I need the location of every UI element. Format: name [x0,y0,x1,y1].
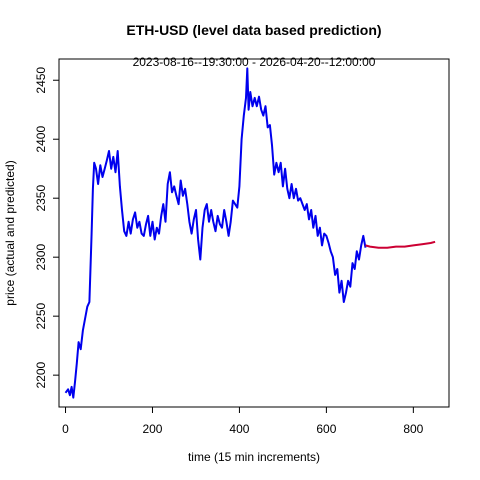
x-tick-label: 0 [62,422,69,436]
plot-frame [58,58,450,408]
y-axis: 2200 2250 2300 2350 2400 2450 [34,67,59,389]
x-tick-label: 600 [316,422,336,436]
x-tick-label: 400 [229,422,249,436]
x-tick-label: 200 [142,422,162,436]
x-tick-label: 800 [403,422,423,436]
y-tick-label: 2250 [34,302,48,329]
y-tick-label: 2350 [34,185,48,212]
series-group [64,67,436,399]
predicted-price-line [365,240,436,249]
chart-title: ETH-USD (level data based prediction) [126,22,381,38]
y-tick-label: 2300 [34,244,48,271]
y-tick-label: 2400 [34,126,48,153]
y-tick-label: 2450 [34,67,48,94]
x-axis: 0 200 400 600 800 [62,407,424,436]
y-axis-label: price (actual and predicted) [3,160,17,305]
actual-price-line [64,67,367,399]
y-tick-label: 2200 [34,361,48,388]
x-axis-label: time (15 min increments) [188,450,320,464]
chart-subtitle: 2023-08-16--19:30:00 - 2026-04-20--12:00… [133,55,376,69]
